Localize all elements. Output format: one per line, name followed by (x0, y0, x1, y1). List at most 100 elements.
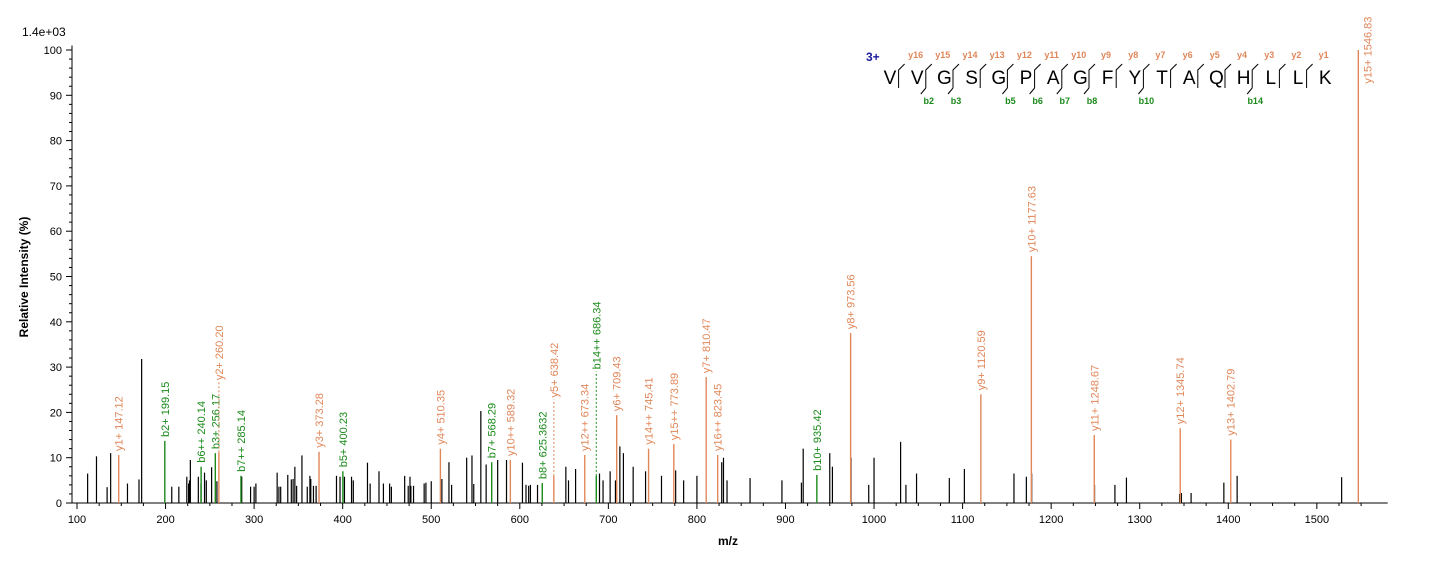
peak-label: b10+ 935.42 (812, 409, 824, 470)
cleavage-y-mark (979, 63, 987, 88)
peak-label: b2+ 199.15 (160, 382, 172, 437)
peak-label: y15++ 773.89 (669, 373, 681, 440)
cleavage-b-mark (1002, 87, 1008, 95)
x-tick-label: 1500 (1305, 514, 1329, 526)
y-tick-label: 50 (50, 272, 62, 284)
residue: A (1183, 68, 1196, 89)
x-tick-label: 300 (245, 514, 263, 526)
peak-label: b3+ 256.17 (210, 394, 222, 449)
cleavage-y-mark (925, 63, 933, 88)
x-axis-label: m/z (718, 534, 738, 548)
cleavage-y-mark (898, 63, 905, 88)
y-ion-label: y16 (908, 50, 923, 60)
x-tick-label: 1000 (862, 514, 886, 526)
y-ion-label: y2 (1291, 50, 1301, 60)
y-tick-label: 40 (50, 317, 62, 329)
peak-label: b7++ 285.14 (236, 410, 248, 472)
residue: K (1319, 68, 1332, 89)
peak-label: y12++ 673.34 (580, 384, 592, 451)
cleavage-b-mark (1056, 87, 1063, 95)
cleavage-y-mark (1197, 63, 1205, 88)
peak-label: b6++ 240.14 (196, 401, 208, 463)
x-tick-label: 1400 (1216, 514, 1240, 526)
peak-label: b5+ 400.23 (338, 412, 350, 467)
y-ion-label: y12 (1017, 50, 1032, 60)
cleavage-b-mark (1083, 87, 1090, 95)
y-ion-label: y4 (1237, 50, 1247, 60)
y-tick-label: 90 (50, 90, 62, 102)
cleavage-y-mark (952, 63, 960, 88)
peak-label: y5+ 638.42 (549, 343, 561, 398)
y-tick-label: 70 (50, 181, 62, 193)
b-ion-label: b6 (1032, 96, 1043, 106)
y-tick-label: 30 (50, 362, 62, 374)
residue: V (884, 68, 897, 89)
x-tick-label: 1300 (1127, 514, 1151, 526)
peak-label: y6+ 709.43 (612, 356, 624, 411)
residue: H (1237, 68, 1251, 89)
y-tick-label: 100 (44, 45, 62, 57)
peak-label: y3+ 373.28 (314, 393, 326, 448)
peak-label: y16++ 823.45 (713, 384, 725, 451)
b-ion-label: b14 (1247, 96, 1263, 106)
peak-label: y15+ 1546.83 (1362, 17, 1374, 84)
residue: L (1293, 68, 1304, 89)
y-tick-label: 60 (50, 226, 62, 238)
x-tick-label: 200 (156, 514, 174, 526)
b-ion-label: b3 (951, 96, 962, 106)
x-tick-label: 1100 (951, 514, 975, 526)
residue: Y (1128, 68, 1141, 89)
b-ion-label: b7 (1060, 96, 1071, 106)
residue: T (1156, 68, 1168, 89)
cleavage-y-mark (1061, 63, 1069, 88)
peak-label: b14++ 686.34 (591, 301, 603, 369)
y-ion-label: y10 (1071, 50, 1086, 60)
peak-label: b7+ 568.29 (487, 403, 499, 458)
peak-label: b8+ 625.3632 (537, 411, 549, 479)
y-ion-label: y9 (1101, 50, 1111, 60)
peak-label: y14++ 745.41 (644, 377, 656, 444)
residue: G (937, 68, 952, 89)
peak-label: y7+ 810.47 (701, 318, 713, 373)
peak-label: y9+ 1120.59 (976, 330, 988, 390)
residue: G (991, 68, 1006, 89)
x-tick-label: 1200 (1039, 514, 1063, 526)
residue: F (1102, 68, 1114, 89)
peak-label: y12+ 1345.74 (1175, 357, 1187, 424)
cleavage-y-mark (1034, 63, 1041, 88)
x-tick-label: 700 (599, 514, 617, 526)
peak-label: y8+ 973.56 (846, 274, 858, 329)
cleavage-y-mark (1142, 63, 1150, 88)
x-tick-label: 100 (68, 514, 86, 526)
y-ion-label: y3 (1264, 50, 1274, 60)
y-tick-label: 10 (50, 453, 62, 465)
cleavage-y-mark (1170, 63, 1177, 88)
y-ion-label: y6 (1183, 50, 1193, 60)
y-tick-label: 80 (50, 136, 62, 148)
residue: V (911, 68, 924, 89)
residue: S (965, 68, 978, 89)
cleavage-y-mark (1088, 63, 1096, 88)
b-ion-label: b5 (1005, 96, 1016, 106)
y-ion-label: y5 (1210, 50, 1220, 60)
y-tick-label: 0 (56, 498, 62, 510)
y-ion-label: y13 (990, 50, 1005, 60)
y-ion-label: y7 (1155, 50, 1165, 60)
y-axis-label: Relative Intensity (%) (17, 217, 31, 338)
cleavage-y-mark (1251, 63, 1259, 88)
x-tick-label: 500 (422, 514, 440, 526)
residue: Q (1209, 68, 1224, 89)
residue: P (1020, 68, 1033, 89)
residue: L (1266, 68, 1277, 89)
cleavage-y-mark (1006, 63, 1014, 88)
residue: G (1073, 68, 1088, 89)
y-ion-label: y15 (935, 50, 950, 60)
x-tick-label: 600 (511, 514, 529, 526)
peak-label: y10++ 589.32 (505, 389, 517, 456)
peak-label: y11+ 1248.67 (1089, 365, 1101, 431)
cleavage-b-mark (1138, 87, 1144, 95)
residue: A (1047, 68, 1060, 89)
peak-label: y2+ 260.20 (214, 325, 226, 380)
